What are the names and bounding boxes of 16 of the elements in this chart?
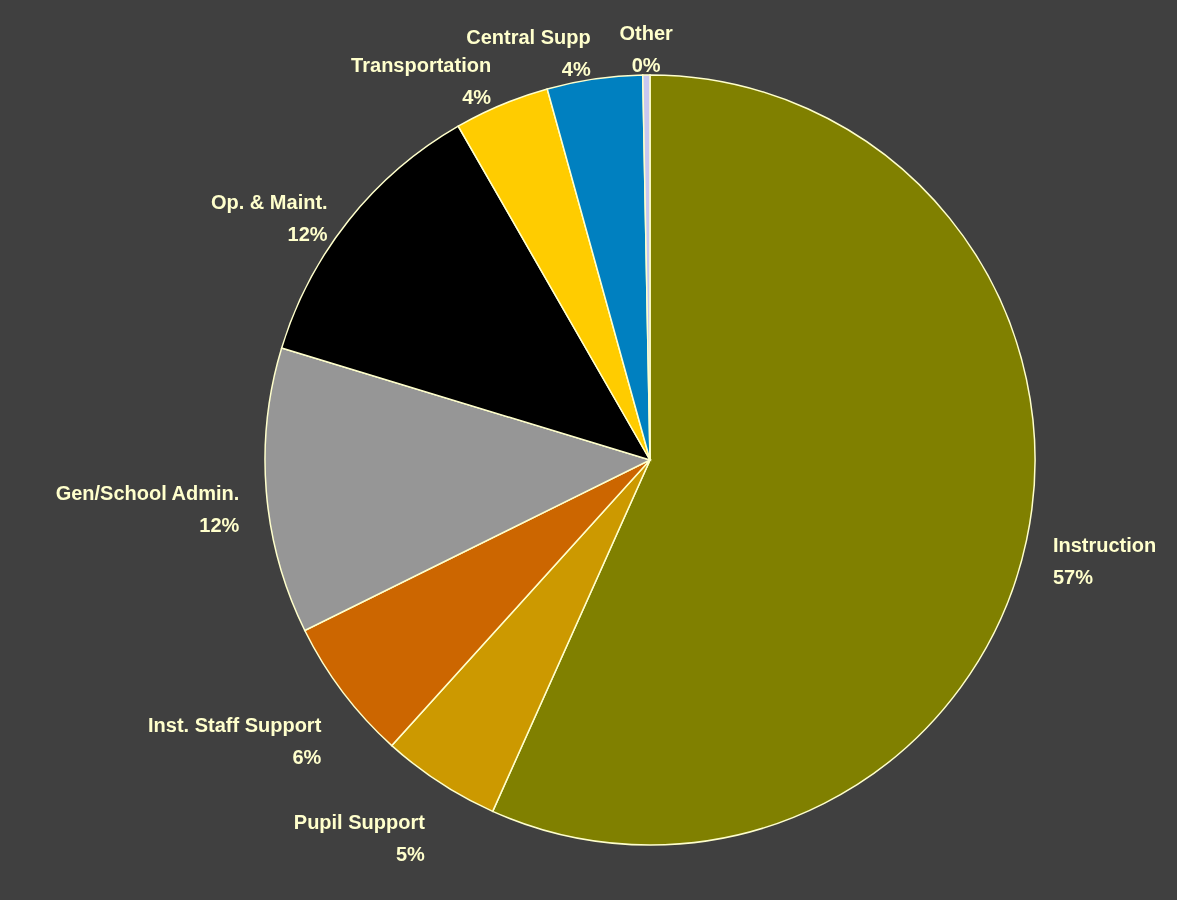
slice-label: Op. & Maint. (210, 191, 328, 214)
slice-label: Central Supp (466, 26, 591, 49)
data-label: 4% (561, 58, 591, 81)
data-label: 6% (292, 746, 322, 769)
slice-label: Gen/School Admin. (55, 481, 240, 504)
data-label: 12% (199, 513, 240, 536)
data-label: 5% (395, 843, 426, 866)
data-label: 4% (462, 85, 492, 108)
slice-label: Inst. Staff Support (147, 714, 322, 737)
data-label: 57% (1052, 566, 1094, 589)
data-label: 0% (631, 54, 661, 77)
slice-label: Instruction (1052, 534, 1157, 557)
slice-label: Transportation (351, 53, 492, 76)
slice-label: Pupil Support (293, 811, 426, 834)
slice-label: Other (619, 22, 673, 45)
data-label: 12% (287, 223, 328, 246)
